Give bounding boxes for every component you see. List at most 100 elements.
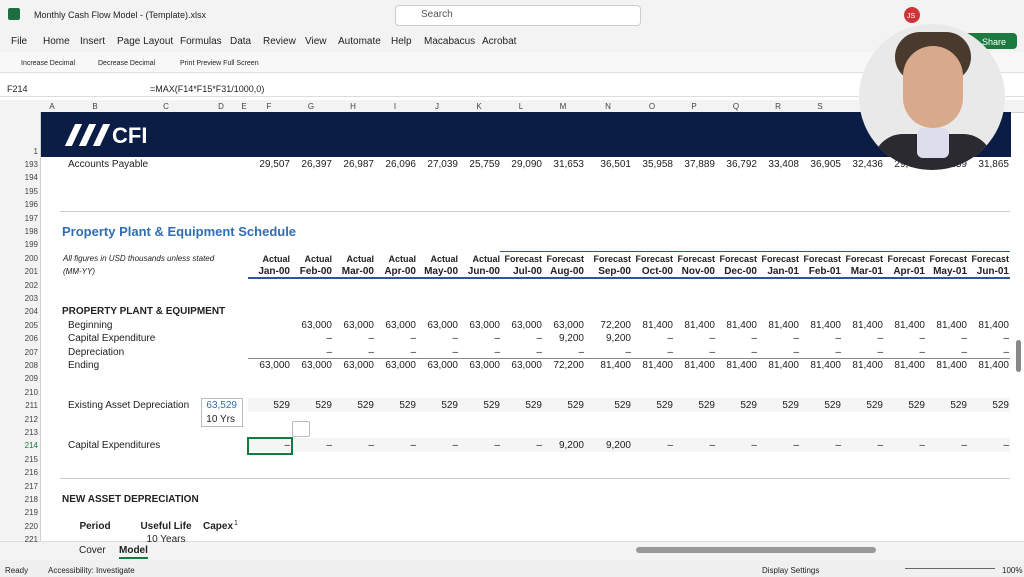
sheet-tab[interactable]: Cover	[79, 545, 106, 556]
cell-value: 81,400	[810, 319, 841, 331]
cell-value: 63,000	[469, 360, 500, 371]
ribbon-tab[interactable]: Home	[43, 36, 70, 47]
cell-value: 529	[992, 400, 1009, 412]
cell-value: 27,039	[427, 159, 458, 170]
column-letter: D	[218, 102, 224, 111]
search-box	[395, 5, 641, 26]
status-display[interactable]: Display Settings	[762, 566, 820, 575]
cell-value: 63,000	[427, 360, 458, 371]
cell-value: –	[919, 346, 925, 358]
cell-value: –	[625, 346, 631, 358]
ribbon-tab[interactable]: File	[11, 36, 28, 47]
cell-value: 81,400	[852, 319, 883, 331]
row-number: 218	[24, 495, 38, 504]
cell-value: 36,501	[600, 159, 631, 170]
cell-value: 63,000	[511, 360, 542, 371]
column-letter: E	[241, 102, 247, 111]
sheet-tab[interactable]: Model	[119, 545, 148, 559]
cell-value: 529	[824, 400, 841, 412]
total-rule	[248, 358, 1010, 359]
toolbar-button[interactable]: Print Preview Full Screen	[180, 60, 259, 67]
column-letter: B	[92, 102, 98, 111]
cell-value: 72,200	[553, 360, 584, 371]
cell-value: –	[709, 346, 715, 358]
cell-value: –	[961, 440, 967, 452]
cell-value: Feb-01	[808, 266, 841, 278]
column-letter: N	[605, 102, 611, 111]
cell-value: 81,400	[726, 319, 757, 331]
row-label: Capital Expenditure	[68, 333, 156, 345]
cell-value: –	[410, 346, 416, 358]
ribbon-tab[interactable]: Page Layout	[117, 36, 174, 47]
cell-value: –	[751, 440, 757, 452]
cell-value: 81,400	[684, 360, 715, 371]
input-value: 63,529	[206, 400, 237, 412]
cell-value: 81,400	[768, 360, 799, 371]
ribbon-tab[interactable]: Help	[391, 36, 412, 47]
cell-value: Mar-01	[850, 266, 883, 278]
cell-value: –	[368, 346, 374, 358]
cell-value: Jun-01	[976, 266, 1009, 278]
row-number: 199	[24, 240, 38, 250]
cell-value: –	[368, 440, 374, 452]
input-box	[201, 398, 243, 427]
cell-value: 29,507	[259, 159, 290, 170]
row-number: 211	[25, 401, 38, 411]
cell-value: 37,889	[684, 159, 715, 170]
row-number: 210	[24, 387, 38, 397]
row-number: 213	[24, 428, 38, 437]
cell-value: 63,000	[511, 319, 542, 331]
row-band	[248, 398, 1010, 413]
status-ready: Ready	[5, 566, 29, 575]
toolbar-button[interactable]: Decrease Decimal	[98, 60, 156, 67]
header-rule	[248, 277, 1010, 279]
table-header: Capex	[202, 520, 233, 532]
cell-value: Jun-00	[467, 266, 500, 278]
ribbon-tab[interactable]: Data	[230, 36, 252, 47]
cell-value: 63,000	[385, 319, 416, 331]
cell-value: –	[326, 440, 332, 452]
cell-value: Jan-01	[767, 266, 799, 278]
toolbar	[0, 52, 1024, 73]
status-zoom[interactable]: 100%	[1002, 566, 1023, 575]
cell-value: Jan-00	[258, 266, 290, 278]
cell-value: 81,400	[894, 319, 925, 331]
cell-value: Oct-00	[641, 266, 673, 278]
ribbon-tab[interactable]: Macabacus	[424, 36, 476, 47]
row-number: 216	[24, 468, 38, 478]
ribbon-tab[interactable]: Acrobat	[482, 36, 517, 47]
ribbon-tab[interactable]: Insert	[80, 36, 106, 47]
share[interactable]: Share	[982, 37, 1007, 47]
cell-value: 81,400	[684, 319, 715, 331]
logo: CFI	[112, 123, 148, 148]
column-letter: G	[307, 102, 315, 111]
ribbon-tab[interactable]: Automate	[338, 36, 381, 47]
search[interactable]: Search	[421, 9, 453, 20]
toolbar-button[interactable]: Increase Decimal	[21, 60, 76, 67]
row-number: 201	[24, 267, 38, 277]
cell-value: –	[877, 440, 883, 452]
row-number: 217	[24, 481, 38, 491]
row-number: 196	[24, 200, 38, 210]
row-number: 205	[24, 320, 38, 330]
cell-value: –	[919, 440, 925, 452]
ribbon-tab[interactable]: Formulas	[180, 36, 222, 47]
ribbon-tab[interactable]: View	[305, 36, 327, 47]
formula[interactable]: =MAX(F14*F15*F31/1000,0)	[150, 84, 265, 94]
cell-value: –	[326, 346, 332, 358]
cell-value: –	[1003, 333, 1009, 345]
cell-value: –	[835, 346, 841, 358]
cell-value: Forecast	[845, 253, 883, 264]
status-accessibility[interactable]: Accessibility: Investigate	[48, 566, 135, 575]
cell-value: 81,400	[726, 360, 757, 371]
cell-value: –	[877, 333, 883, 345]
input-life: 10 Yrs	[206, 413, 235, 425]
ribbon-tab[interactable]: Review	[263, 36, 296, 47]
ribbon-tabs	[0, 30, 1024, 52]
cell-value: 81,400	[978, 319, 1009, 331]
row-number: 215	[24, 454, 38, 464]
name-box[interactable]: F214	[7, 84, 28, 94]
cell-value: Actual	[430, 253, 458, 264]
column-letter: R	[775, 102, 781, 111]
cell-value: 63,000	[343, 319, 374, 331]
